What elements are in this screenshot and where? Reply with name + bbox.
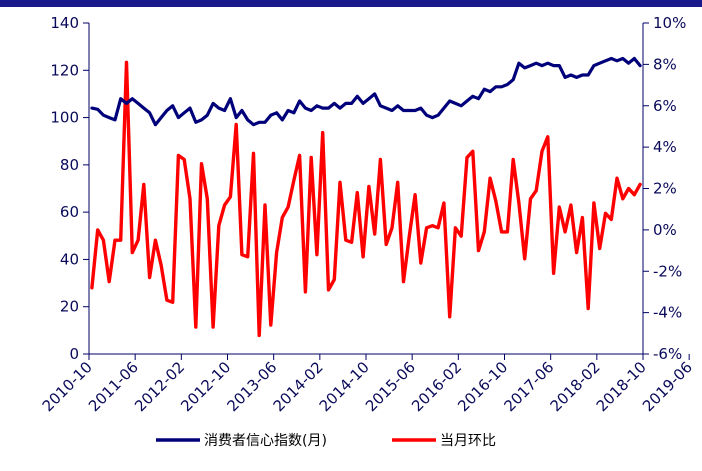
y-left-tick-label: 40 — [60, 250, 79, 268]
legend-label: 当月环比 — [440, 433, 496, 449]
x-tick-label: 2014-10 — [316, 358, 373, 415]
y-left-tick-label: 20 — [60, 298, 79, 316]
y-left-tick-label: 0 — [69, 345, 79, 363]
x-tick-label: 2018-02 — [547, 358, 604, 415]
x-tick-label: 2017-06 — [500, 358, 557, 415]
x-tick-label: 2014-02 — [270, 358, 327, 415]
legend-label: 消费者信心指数(月) — [204, 433, 327, 449]
x-tick-label: 2018-10 — [593, 358, 650, 415]
x-tick-label: 2010-10 — [39, 358, 96, 415]
x-tick-label: 2019-06 — [639, 358, 696, 415]
y-left-tick-label: 140 — [50, 14, 79, 32]
x-tick-label: 2016-02 — [408, 358, 465, 415]
x-tick-label: 2015-06 — [362, 358, 419, 415]
y-left-tick-label: 60 — [60, 203, 79, 221]
y-right-tick-label: -4% — [653, 304, 682, 322]
x-tick-label: 2011-06 — [85, 358, 142, 415]
y-right-tick-label: 2% — [653, 180, 677, 198]
x-tick-label: 2012-10 — [177, 358, 234, 415]
y-right-tick-label: 10% — [653, 14, 686, 32]
x-tick-label: 2012-02 — [131, 358, 188, 415]
series-line-confidence-index — [90, 56, 642, 127]
y-right-tick-label: 6% — [653, 97, 677, 115]
x-tick-label: 2016-10 — [454, 358, 511, 415]
top-decor-bar — [0, 0, 702, 7]
y-right-tick-label: 8% — [653, 55, 677, 73]
y-left-tick-label: 80 — [60, 156, 79, 174]
y-right-tick-label: 0% — [653, 221, 677, 239]
y-right-tick-label: -6% — [653, 345, 682, 363]
y-right-tick-label: 4% — [653, 138, 677, 156]
legend: 消费者信心指数(月) 当月环比 — [156, 433, 496, 449]
series-line-mom-change — [90, 60, 642, 338]
y-left-tick-label: 120 — [50, 61, 79, 79]
y-left-tick-label: 100 — [50, 109, 79, 127]
x-tick-label: 2013-06 — [223, 358, 280, 415]
y-right-tick-label: -2% — [653, 262, 682, 280]
